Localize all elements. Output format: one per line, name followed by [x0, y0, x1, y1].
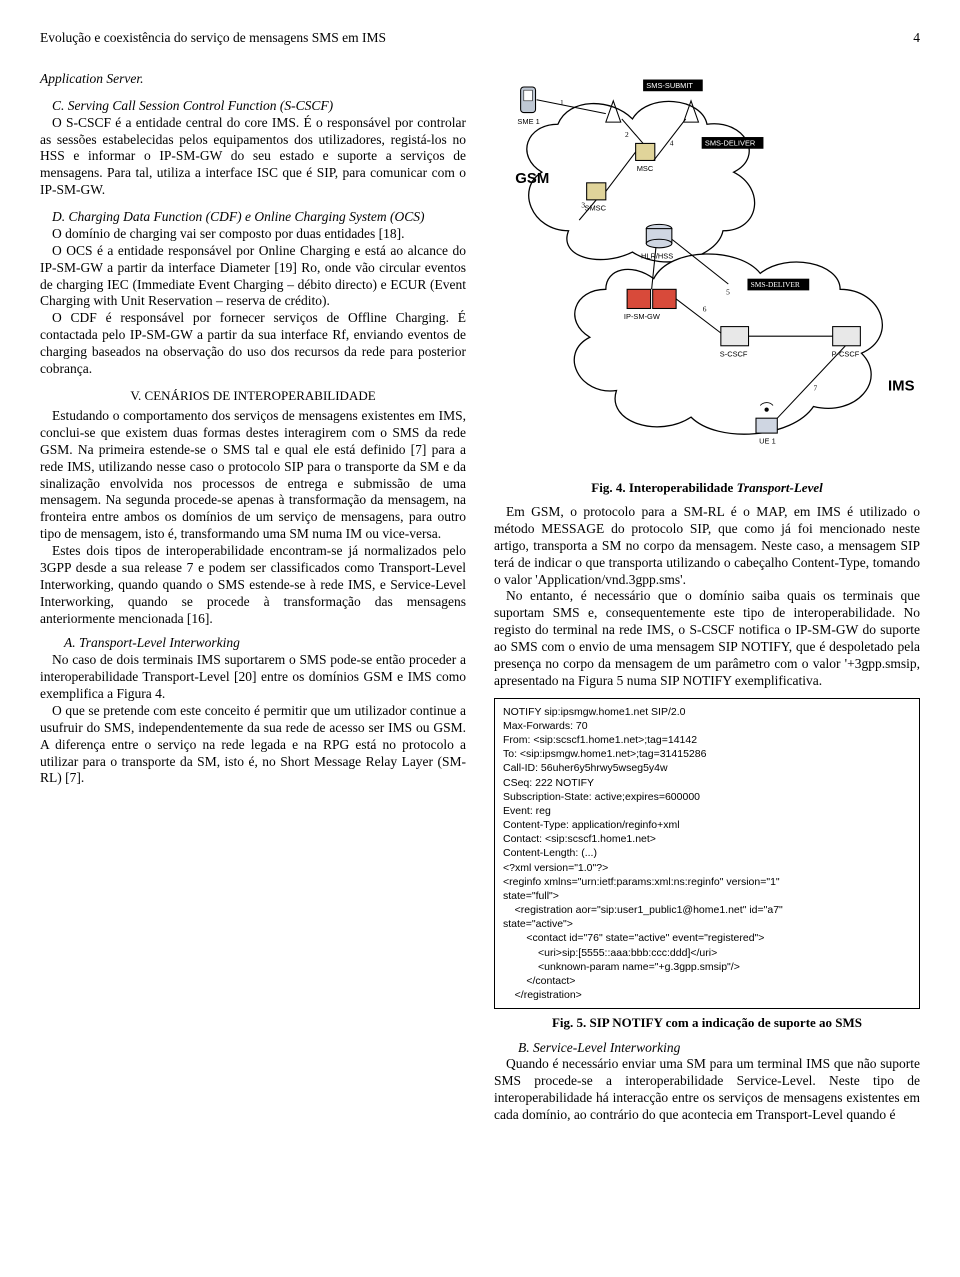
heading-b: B. Service-Level Interworking [506, 1040, 920, 1057]
svg-text:SMS-SUBMIT: SMS-SUBMIT [646, 81, 693, 90]
right-column: GSM IMS SME 1 MSC SMSC [494, 71, 920, 1124]
node-hlrhss: HLR/HSS [641, 224, 673, 260]
heading-d: D. Charging Data Function (CDF) e Online… [40, 209, 466, 226]
running-header: Evolução e coexistência do serviço de me… [40, 30, 920, 47]
svg-text:IP-SM-GW: IP-SM-GW [624, 312, 660, 321]
tag-sms-submit: SMS-SUBMIT [643, 79, 703, 91]
tag-sms-deliver-1: SMS-DELIVER [702, 137, 764, 149]
para-b1: Quando é necessário enviar uma SM para u… [494, 1056, 920, 1124]
svg-text:7: 7 [813, 383, 817, 392]
node-pcscf: P-CSCF [832, 326, 861, 358]
heading-c: C. Serving Call Session Control Function… [40, 98, 466, 115]
figure-4-caption: Fig. 4. Interoperabilidade Transport-Lev… [494, 480, 920, 496]
para-d1: O domínio de charging vai ser composto p… [40, 226, 466, 243]
svg-text:HLR/HSS: HLR/HSS [641, 251, 673, 260]
svg-text:5: 5 [726, 288, 730, 297]
para-d2: O OCS é a entidade responsável por Onlin… [40, 243, 466, 311]
svg-text:SME 1: SME 1 [517, 117, 539, 126]
gsm-label: GSM [515, 171, 549, 187]
node-smsc: SMSC [585, 183, 607, 213]
node-msc: MSC [636, 143, 655, 173]
svg-text:3: 3 [581, 200, 585, 209]
app-server-line: Application Server. [40, 71, 466, 88]
ims-label: IMS [888, 378, 915, 394]
svg-text:4: 4 [670, 138, 674, 147]
figure-5-caption: Fig. 5. SIP NOTIFY com a indicação de su… [494, 1015, 920, 1031]
svg-text:1: 1 [560, 98, 564, 107]
svg-text:SMS-DELIVER: SMS-DELIVER [705, 138, 756, 147]
heading-v: V. CENÁRIOS DE INTEROPERABILIDADE [40, 388, 466, 404]
svg-text:P-CSCF: P-CSCF [832, 349, 860, 358]
para-a1: No caso de dois terminais IMS suportarem… [40, 652, 466, 703]
node-sme1: SME 1 [517, 87, 539, 126]
svg-text:SMSC: SMSC [585, 203, 607, 212]
running-title: Evolução e coexistência do serviço de me… [40, 30, 386, 47]
svg-text:S-CSCF: S-CSCF [720, 349, 748, 358]
node-scscf: S-CSCF [720, 326, 749, 358]
para-v1: Estudando o comportamento dos serviços d… [40, 408, 466, 543]
para-r1: Em GSM, o protocolo para a SM-RL é o MAP… [494, 504, 920, 588]
para-a2: O que se pretende com este conceito é pe… [40, 703, 466, 787]
two-column-layout: Application Server. C. Serving Call Sess… [40, 71, 920, 1124]
page-number: 4 [913, 30, 920, 47]
para-d3: O CDF é responsável por fornecer serviço… [40, 310, 466, 378]
para-r2: No entanto, é necessário que o domínio s… [494, 588, 920, 689]
svg-text:UE 1: UE 1 [759, 437, 776, 446]
svg-text:2: 2 [625, 130, 629, 139]
para-v2: Estes dois tipos de interoperabilidade e… [40, 543, 466, 627]
svg-text:MSC: MSC [637, 164, 654, 173]
para-c1: O S-CSCF é a entidade central do core IM… [40, 115, 466, 199]
sip-notify-code: NOTIFY sip:ipsmgw.home1.net SIP/2.0 Max-… [494, 698, 920, 1010]
heading-a: A. Transport-Level Interworking [52, 635, 466, 652]
svg-text:SMS-DELIVER: SMS-DELIVER [751, 280, 800, 289]
svg-text:6: 6 [703, 305, 707, 314]
left-column: Application Server. C. Serving Call Sess… [40, 71, 466, 1124]
figure-4-diagram: GSM IMS SME 1 MSC SMSC [494, 71, 920, 465]
gsm-cloud [527, 101, 755, 261]
